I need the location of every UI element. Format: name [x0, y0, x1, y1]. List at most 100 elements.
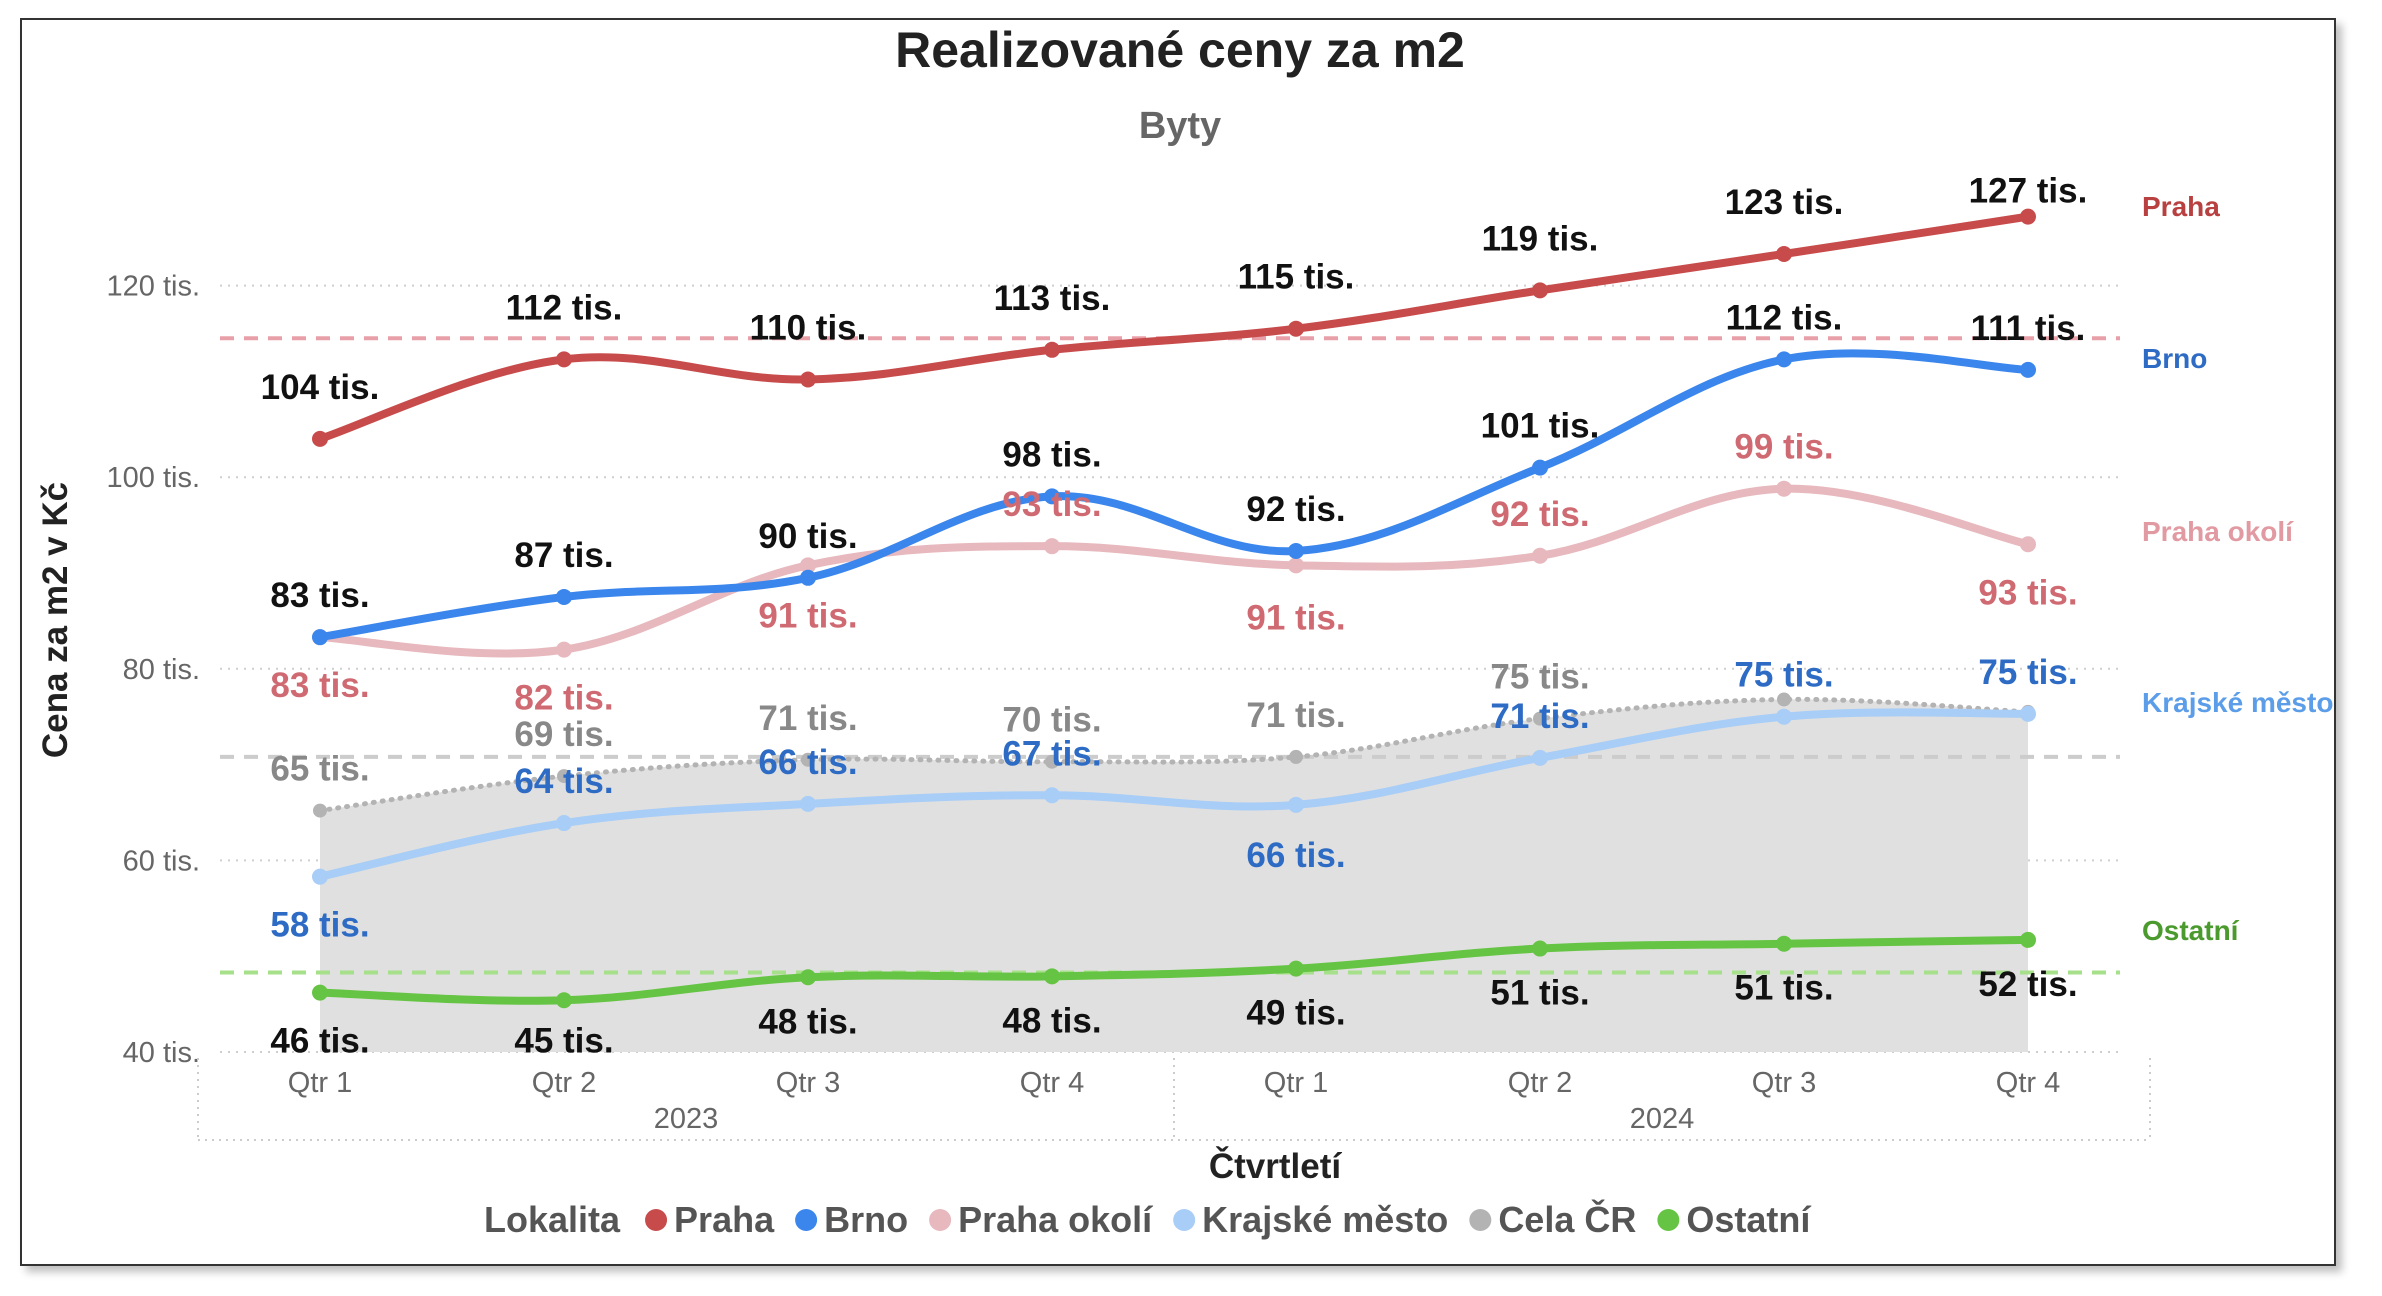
data-point: [1533, 711, 1547, 726]
data-point: [1044, 488, 1060, 505]
data-point: [1044, 341, 1060, 358]
data-point: [1288, 557, 1304, 574]
end-label: Brno: [2142, 343, 2207, 374]
data-point: [1532, 749, 1548, 766]
data-label: 51 tis.: [1490, 974, 1589, 1013]
data-point: [1532, 547, 1548, 564]
x-tick-label: Qtr 3: [776, 1067, 840, 1099]
data-point: [313, 803, 327, 818]
legend-item: Krajské město: [1202, 1199, 1448, 1240]
data-point: [556, 588, 572, 605]
area-fill: [320, 699, 2028, 1052]
y-tick-label: 100 tis.: [107, 462, 201, 494]
data-label: 92 tis.: [1490, 495, 1589, 534]
data-label: 48 tis.: [1002, 1001, 1101, 1040]
data-point: [312, 984, 328, 1001]
legend[interactable]: Lokalita Praha Brno Praha okolí Krajské měst…: [484, 1198, 1811, 1240]
data-label: 58 tis.: [270, 906, 369, 945]
data-label: 67 tis.: [1002, 734, 1101, 773]
year-label: 2023: [654, 1103, 719, 1135]
data-label: 66 tis.: [758, 743, 857, 782]
data-label: 91 tis.: [758, 596, 857, 635]
data-point: [2020, 705, 2036, 722]
legend-item: Praha: [674, 1199, 775, 1240]
data-label: 93 tis.: [1978, 573, 2077, 612]
data-label: 98 tis.: [1002, 435, 1101, 474]
y-tick-label: 40 tis.: [123, 1037, 200, 1069]
data-point: [1776, 480, 1792, 497]
data-label: 123 tis.: [1725, 183, 1844, 222]
x-tick-label: Qtr 2: [1508, 1067, 1572, 1099]
series-line: [316, 212, 2032, 443]
data-point: [557, 769, 571, 784]
end-label: Praha okolí: [2142, 516, 2294, 547]
data-point: [1045, 754, 1059, 769]
data-label: 99 tis.: [1734, 428, 1833, 467]
data-label: 65 tis.: [270, 750, 369, 789]
data-label: 104 tis.: [261, 368, 380, 407]
data-label: 48 tis.: [758, 1002, 857, 1041]
data-point: [1288, 542, 1304, 559]
data-label: 49 tis.: [1246, 994, 1345, 1033]
series-line: [316, 349, 2032, 642]
data-point: [1288, 960, 1304, 977]
series-line: [316, 935, 2032, 1005]
data-point: [1776, 708, 1792, 725]
data-label: 83 tis.: [270, 576, 369, 615]
y-tick-label: 120 tis.: [107, 271, 201, 303]
data-point: [1776, 351, 1792, 368]
end-label: Krajské město: [2142, 687, 2333, 718]
data-point: [1777, 692, 1791, 707]
legend-item: Ostatní: [1686, 1199, 1811, 1240]
data-label: 71 tis.: [758, 699, 857, 738]
data-label: 110 tis.: [750, 308, 867, 347]
y-tick-label: 60 tis.: [123, 845, 200, 877]
legend-item: Cela ČR: [1498, 1198, 1636, 1240]
series-lines: [312, 208, 2036, 1009]
data-point: [1776, 935, 1792, 952]
data-label: 112 tis.: [1726, 298, 1843, 337]
data-label: 93 tis.: [1002, 485, 1101, 524]
y-tick-label: 80 tis.: [123, 654, 200, 686]
legend-marker: [645, 1209, 668, 1231]
data-label: 75 tis.: [1490, 658, 1589, 697]
data-label: 87 tis.: [514, 536, 613, 575]
data-point: [800, 795, 816, 812]
data-point: [2020, 931, 2036, 948]
data-point: [1288, 796, 1304, 813]
legend-marker: [795, 1209, 818, 1231]
series-line: [317, 696, 2031, 814]
x-tick-label: Qtr 3: [1752, 1067, 1816, 1099]
data-labels: 104 tis. 112 tis. 110 tis. 113 tis. 115 tis.…: [261, 172, 2088, 1061]
data-point: [556, 351, 572, 368]
x-tick-label: Qtr 4: [1020, 1067, 1084, 1099]
legend-marker: [1173, 1209, 1196, 1231]
data-point: [312, 868, 328, 885]
data-label: 66 tis.: [1246, 836, 1345, 875]
legend-marker: [929, 1209, 952, 1231]
data-point: [1044, 538, 1060, 555]
data-point: [556, 815, 572, 832]
data-label: 75 tis.: [1978, 653, 2077, 692]
series-line: [316, 484, 2032, 658]
x-tick-label: Qtr 2: [532, 1067, 596, 1099]
data-point: [1044, 787, 1060, 804]
data-label: 112 tis.: [506, 288, 623, 327]
end-labels: Praha Brno Praha okolí Krajské město Ostatní: [2142, 191, 2333, 946]
data-label: 82 tis.: [514, 679, 613, 718]
data-label: 75 tis.: [1734, 656, 1833, 695]
data-point: [800, 569, 816, 586]
legend-title: Lokalita: [484, 1199, 621, 1240]
data-label: 115 tis.: [1238, 258, 1355, 297]
data-point: [1532, 940, 1548, 957]
data-point: [312, 629, 328, 646]
data-label: 119 tis.: [1482, 219, 1599, 258]
data-point: [556, 641, 572, 658]
data-point: [800, 557, 816, 574]
area-layer: [320, 699, 2028, 1052]
data-label: 45 tis.: [514, 1021, 613, 1060]
data-label: 64 tis.: [514, 762, 613, 801]
x-tick-label: Qtr 1: [288, 1067, 352, 1099]
x-tick-label: Qtr 1: [1264, 1067, 1328, 1099]
